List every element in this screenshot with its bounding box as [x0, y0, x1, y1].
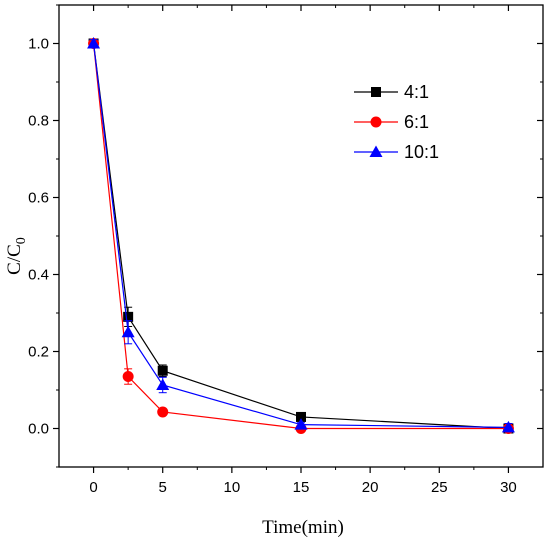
x-tick-label-25: 25 [431, 479, 448, 496]
series-line-4:1 [92, 43, 509, 430]
data-point-6:1 [122, 371, 134, 383]
y-tick-label-3: 0.6 [28, 190, 49, 207]
x-tick-label-0: 0 [89, 479, 97, 496]
data-point-4:1 [296, 411, 306, 422]
x-tick-label-5: 5 [159, 479, 167, 496]
data-point-10:1 [121, 325, 135, 338]
series-6:1 [88, 38, 514, 434]
legend-marker-10:1 [369, 145, 383, 157]
series-layer [87, 37, 515, 434]
plot-frame [58, 4, 544, 468]
y-axis-title-main: C/C [4, 244, 25, 275]
data-point-4:1 [123, 311, 134, 322]
data-point-6:1 [157, 406, 169, 418]
svg-text:C/C0: C/C0 [4, 237, 29, 275]
legend-label-6:1: 6:1 [404, 112, 429, 132]
data-point-10:1 [156, 378, 170, 390]
series-10:1 [87, 37, 515, 433]
legend-label-4:1: 4:1 [404, 82, 429, 102]
x-tick-label-30: 30 [500, 479, 517, 496]
y-axis-title: C/C0 [4, 237, 29, 275]
x-tick-label-15: 15 [293, 479, 310, 496]
y-tick-label-4: 0.8 [28, 113, 49, 130]
y-tick-label-0: 0.0 [28, 421, 49, 438]
y-axis-title-subscript: 0 [14, 237, 29, 244]
x-tick-label-10: 10 [224, 479, 241, 496]
y-tick-label-5: 1.0 [28, 36, 49, 53]
legend-marker-6:1 [370, 116, 382, 128]
series-4:1 [88, 38, 514, 434]
legend-marker-4:1 [371, 87, 381, 97]
legend-label-10:1: 10:1 [404, 142, 439, 162]
series-line-10:1 [92, 43, 509, 428]
data-point-10:1 [294, 418, 308, 430]
axes: 0 5 10 15 20 25 30 0.0 0.2 0.4 0.6 0.8 1.0 [28, 4, 544, 496]
y-tick-label-2: 0.4 [28, 267, 49, 284]
x-tick-label-20: 20 [362, 479, 379, 496]
x-axis-title: Time(min) [262, 517, 344, 538]
data-point-4:1 [157, 365, 168, 376]
y-tick-label-1: 0.2 [28, 344, 49, 361]
legend: 4:1 6:1 10:1 [354, 82, 439, 162]
series-line-6:1 [92, 43, 509, 430]
data-point-10:1 [501, 420, 515, 433]
data-point-10:1 [87, 37, 101, 49]
